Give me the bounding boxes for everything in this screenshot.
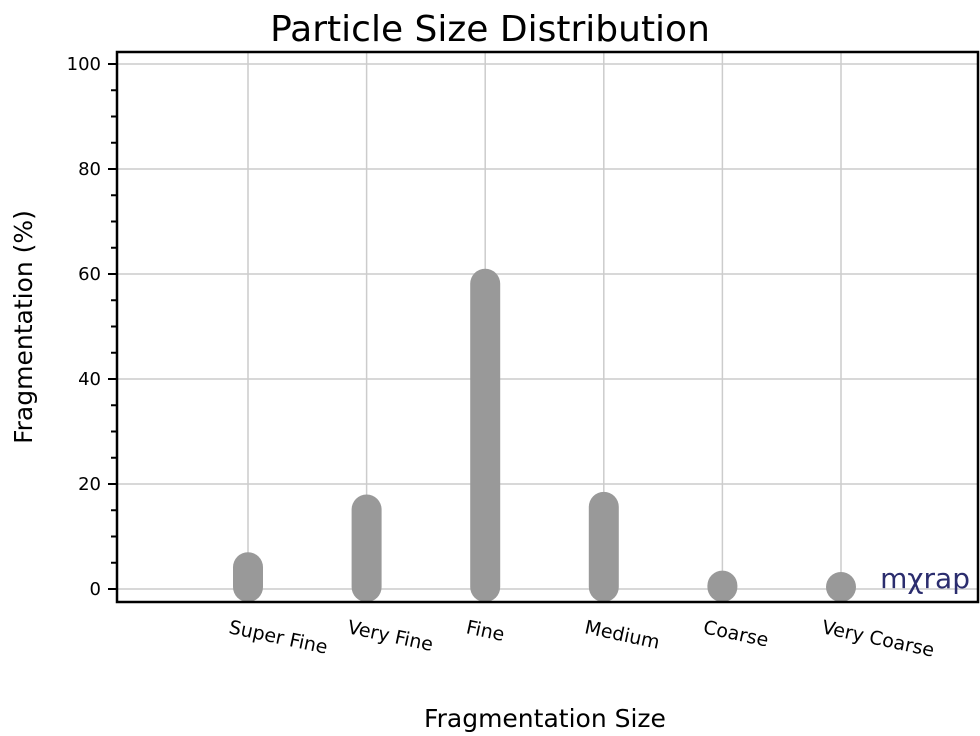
bar bbox=[470, 268, 501, 602]
y-axis-ticks: 0 20 40 60 80 100 bbox=[67, 54, 117, 600]
y-tick-label: 60 bbox=[78, 264, 101, 285]
bars bbox=[233, 268, 856, 602]
x-tick-label: Super Fine bbox=[227, 616, 330, 658]
x-axis-title: Fragmentation Size bbox=[424, 704, 666, 733]
bar bbox=[233, 552, 263, 602]
x-axis-labels: Super Fine Very Fine Fine Medium Coarse Very … bbox=[227, 616, 936, 661]
watermark-logo: mχrap bbox=[880, 562, 970, 595]
x-tick-label: Medium bbox=[583, 616, 662, 653]
bar bbox=[826, 572, 856, 602]
y-tick-label: 80 bbox=[78, 159, 101, 180]
y-tick-label: 0 bbox=[90, 579, 101, 600]
bar bbox=[588, 491, 619, 602]
y-tick-label: 100 bbox=[67, 54, 101, 75]
x-tick-label: Very Fine bbox=[346, 616, 436, 656]
horizontal-gridlines bbox=[117, 63, 978, 590]
y-tick-label: 40 bbox=[78, 369, 101, 390]
plot-frame bbox=[115, 50, 980, 604]
x-tick-label: Very Coarse bbox=[820, 616, 936, 661]
y-tick-label: 20 bbox=[78, 474, 101, 495]
bar bbox=[351, 494, 382, 602]
y-axis-title: Fragmentation (%) bbox=[9, 210, 38, 444]
x-tick-label: Fine bbox=[464, 616, 506, 646]
chart-title: Particle Size Distribution bbox=[270, 9, 710, 50]
x-tick-label: Coarse bbox=[701, 616, 770, 651]
bar bbox=[707, 570, 738, 602]
vertical-gridlines bbox=[247, 52, 842, 602]
